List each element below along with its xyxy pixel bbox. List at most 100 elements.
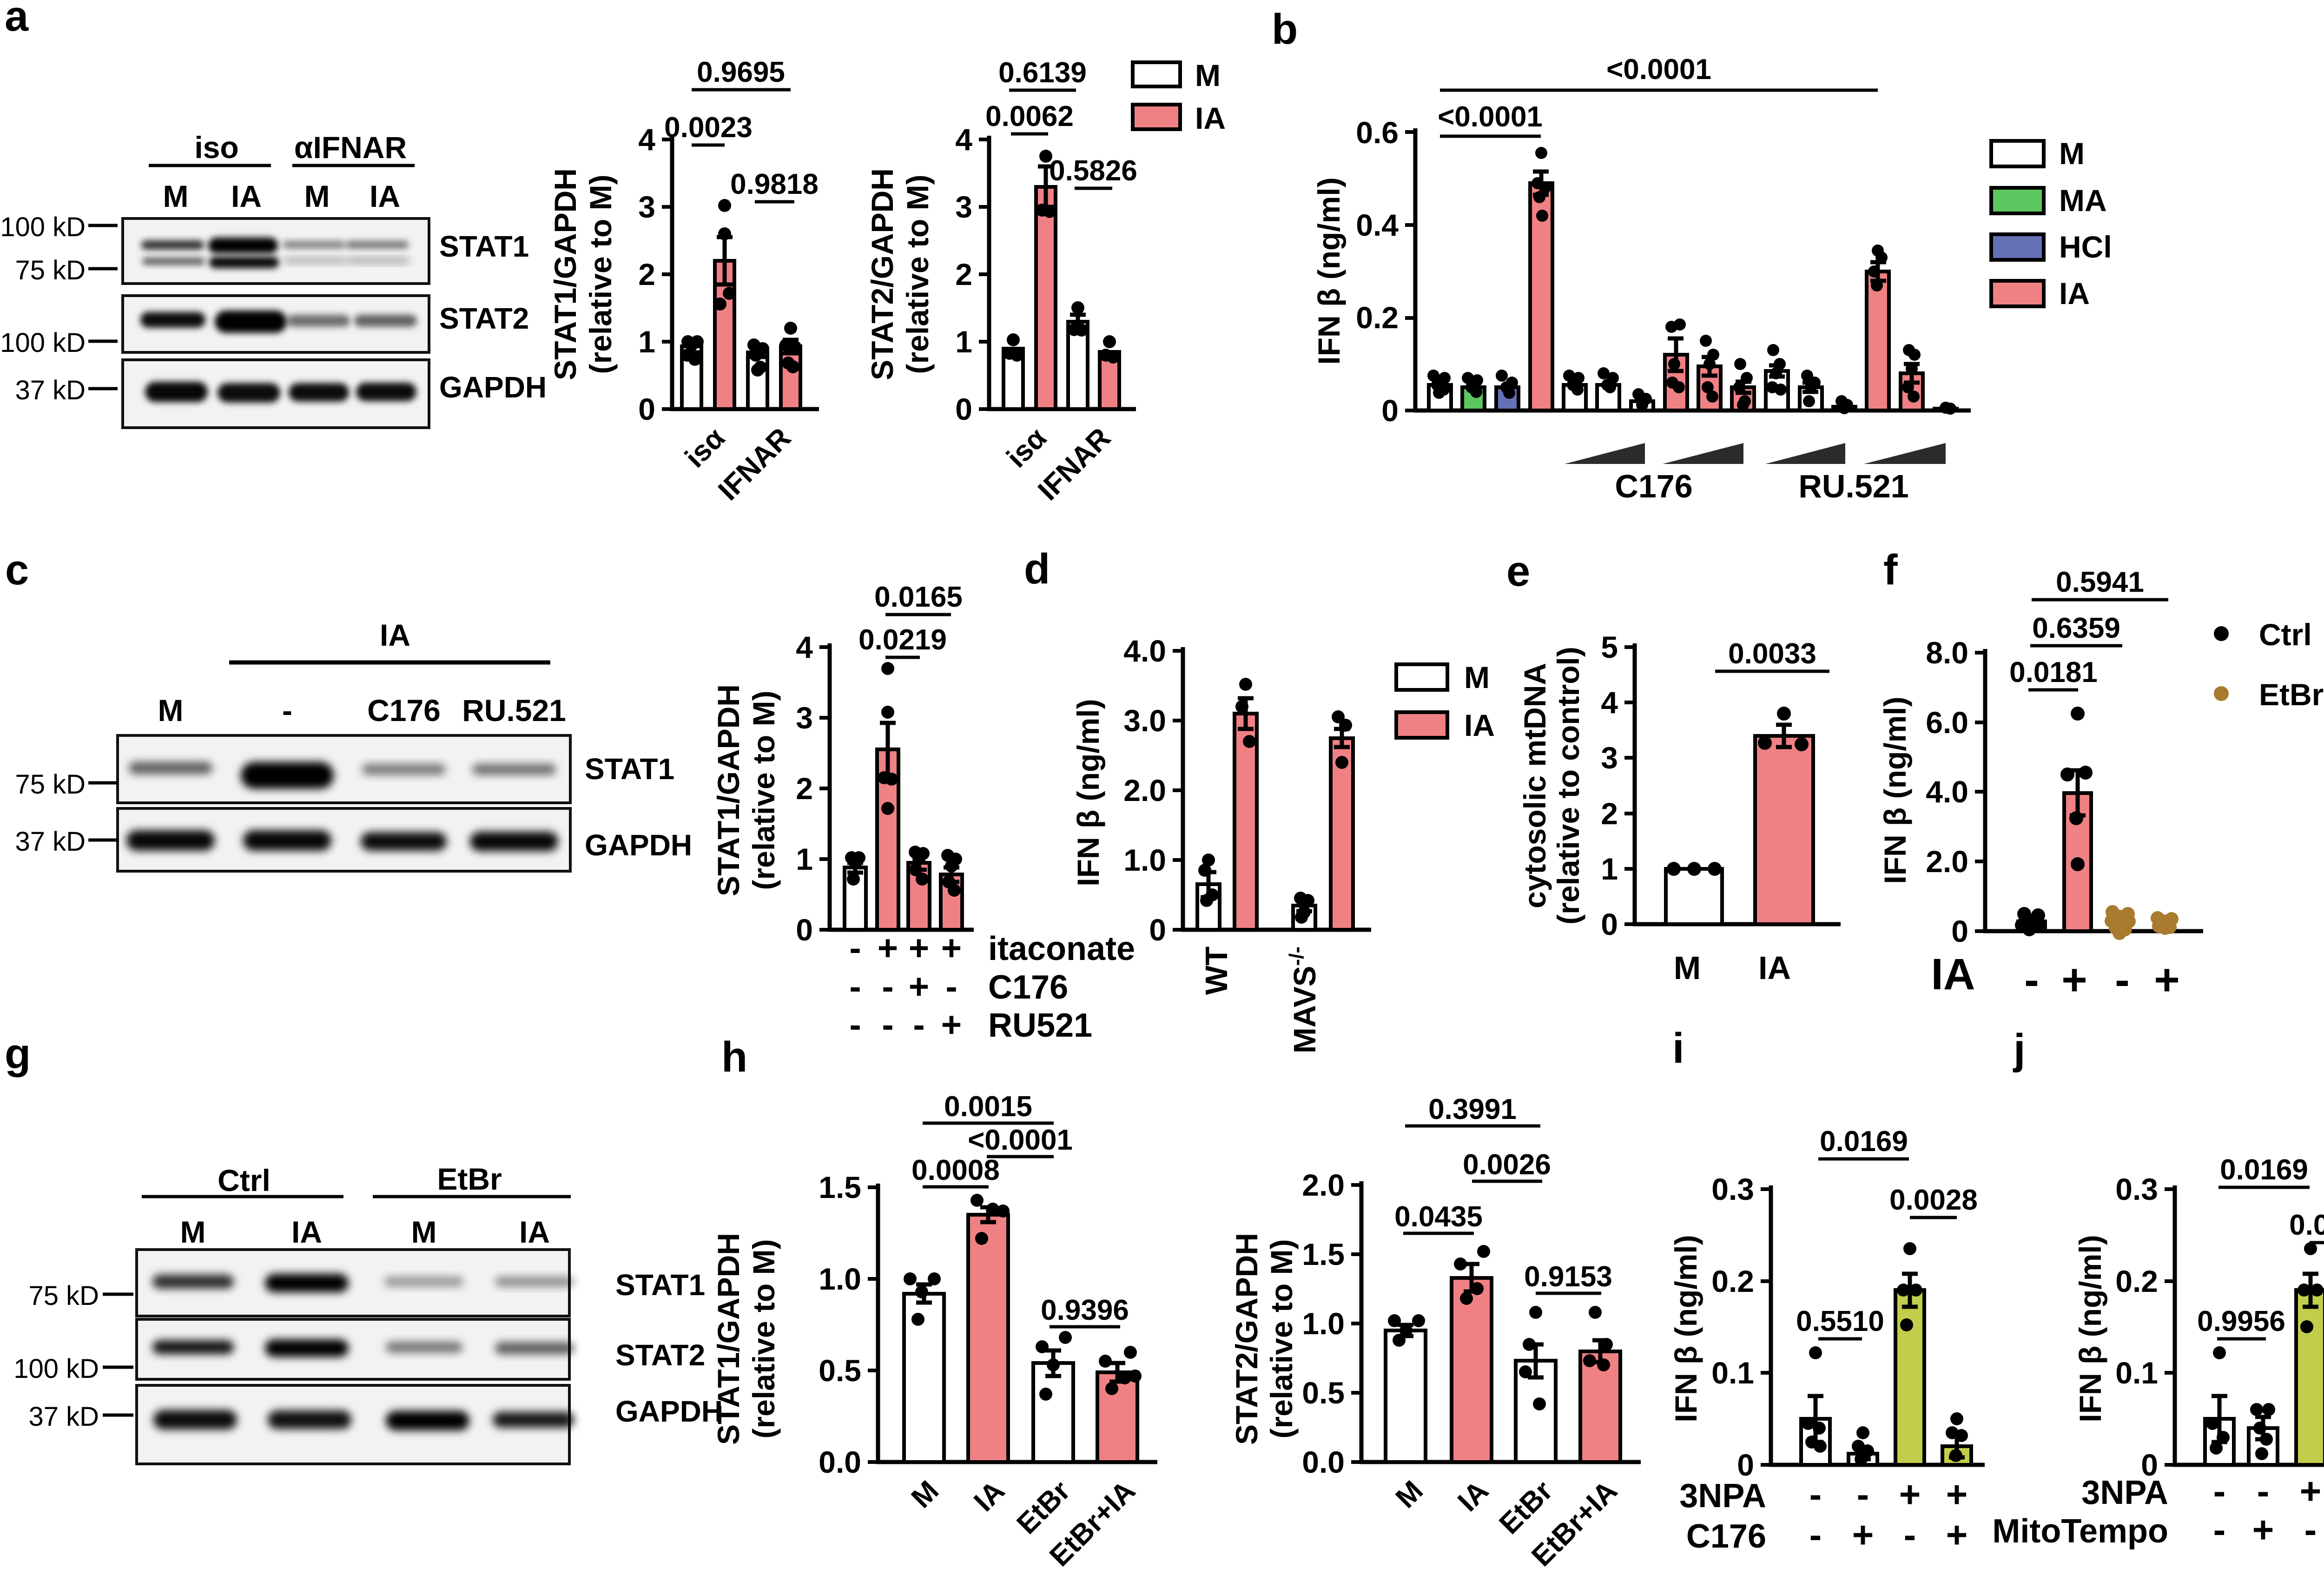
svg-text:0.0491: 0.0491	[2289, 1209, 2324, 1241]
svg-text:0.0015: 0.0015	[944, 1091, 1032, 1123]
svg-text:-: -	[2213, 1509, 2226, 1550]
svg-text:37 kD: 37 kD	[28, 1402, 99, 1432]
svg-text:+: +	[909, 928, 929, 968]
svg-text:-: -	[849, 1005, 861, 1045]
svg-text:4.0: 4.0	[1926, 774, 1968, 809]
svg-text:IA: IA	[231, 179, 262, 213]
svg-text:2.0: 2.0	[1302, 1168, 1345, 1202]
svg-text:M: M	[1674, 950, 1701, 986]
svg-text:-: -	[1904, 1514, 1916, 1555]
svg-text:M: M	[180, 1215, 206, 1249]
svg-text:iso: iso	[194, 130, 238, 165]
svg-text:+: +	[909, 967, 929, 1006]
svg-text:1: 1	[796, 842, 813, 876]
svg-text:2.0: 2.0	[1926, 844, 1968, 879]
svg-text:3: 3	[638, 190, 655, 224]
svg-text:4: 4	[638, 122, 655, 157]
svg-text:0: 0	[1737, 1448, 1754, 1482]
svg-text:0.5826: 0.5826	[1049, 155, 1137, 187]
svg-text:STAT2/GAPDH: STAT2/GAPDH	[1229, 1233, 1264, 1445]
svg-text:IA: IA	[1758, 950, 1791, 986]
svg-text:0.2: 0.2	[1356, 300, 1399, 335]
svg-text:0.4: 0.4	[1356, 208, 1399, 242]
svg-text:1: 1	[638, 324, 655, 359]
svg-text:0.2: 0.2	[1711, 1264, 1754, 1298]
svg-text:M: M	[411, 1215, 437, 1249]
svg-text:0.1: 0.1	[2115, 1356, 2158, 1390]
svg-text:STAT1/GAPDH: STAT1/GAPDH	[711, 1233, 746, 1445]
svg-text:IFN β (ng/ml): IFN β (ng/ml)	[1878, 696, 1912, 884]
svg-text:<0.0001: <0.0001	[1438, 101, 1543, 133]
svg-text:3: 3	[796, 701, 813, 735]
svg-text:3: 3	[1601, 741, 1618, 775]
svg-text:RU.521: RU.521	[462, 693, 566, 728]
svg-text:4: 4	[955, 122, 972, 157]
svg-text:0.5941: 0.5941	[2056, 566, 2144, 598]
svg-text:(relative to M): (relative to M)	[583, 174, 618, 374]
svg-text:0.0028: 0.0028	[1889, 1184, 1978, 1216]
svg-text:C176: C176	[1615, 468, 1692, 504]
svg-text:37 kD: 37 kD	[15, 827, 86, 857]
svg-text:a: a	[5, 0, 29, 40]
svg-text:M: M	[1464, 660, 1490, 695]
svg-text:0.5: 0.5	[819, 1353, 861, 1388]
svg-text:-: -	[882, 1005, 893, 1045]
svg-text:IA: IA	[370, 179, 400, 213]
svg-text:(relative to M): (relative to M)	[746, 1239, 781, 1438]
svg-text:+: +	[2252, 1509, 2274, 1550]
svg-text:-: -	[1857, 1474, 1869, 1515]
svg-text:STAT1/GAPDH: STAT1/GAPDH	[711, 684, 746, 896]
svg-text:IFN β (ng/ml): IFN β (ng/ml)	[1312, 177, 1346, 364]
svg-text:-: -	[913, 1005, 924, 1045]
svg-text:4.0: 4.0	[1123, 634, 1166, 668]
svg-text:0.0026: 0.0026	[1463, 1149, 1551, 1181]
svg-text:0.1: 0.1	[1711, 1356, 1754, 1390]
svg-text:75 kD: 75 kD	[15, 769, 86, 800]
svg-text:1.0: 1.0	[1123, 843, 1166, 877]
svg-text:0.0023: 0.0023	[664, 112, 753, 144]
svg-text:GAPDH: GAPDH	[615, 1395, 723, 1428]
svg-text:-: -	[1809, 1474, 1822, 1515]
svg-text:IFN β (ng/ml): IFN β (ng/ml)	[1669, 1235, 1703, 1422]
svg-text:-: -	[849, 928, 861, 968]
svg-text:(relative to M): (relative to M)	[746, 690, 781, 890]
svg-text:d: d	[1024, 545, 1050, 593]
svg-text:-: -	[2304, 1509, 2317, 1550]
svg-text:0: 0	[1149, 913, 1166, 947]
svg-text:2: 2	[1601, 796, 1618, 831]
svg-text:-: -	[945, 967, 957, 1006]
svg-text:STAT1/GAPDH: STAT1/GAPDH	[548, 168, 582, 380]
svg-text:8.0: 8.0	[1926, 635, 1968, 670]
svg-text:3.0: 3.0	[1123, 703, 1166, 738]
svg-text:C176: C176	[1686, 1518, 1766, 1555]
svg-text:0.0062: 0.0062	[985, 100, 1074, 132]
svg-text:0.5: 0.5	[1302, 1376, 1345, 1410]
svg-text:3NPA: 3NPA	[1679, 1477, 1766, 1515]
svg-text:100 kD: 100 kD	[0, 328, 86, 358]
svg-text:0.3: 0.3	[1711, 1172, 1754, 1206]
svg-text:STAT1: STAT1	[585, 752, 674, 786]
svg-text:Ctrl: Ctrl	[218, 1163, 271, 1198]
svg-text:0: 0	[1381, 393, 1399, 428]
svg-text:RU.521: RU.521	[1798, 468, 1908, 504]
svg-text:0.0033: 0.0033	[1728, 638, 1816, 670]
svg-text:1.0: 1.0	[1302, 1306, 1345, 1341]
svg-text:WT: WT	[1199, 946, 1234, 995]
svg-text:1: 1	[1601, 852, 1618, 886]
svg-text:0.0435: 0.0435	[1394, 1201, 1483, 1233]
svg-text:-: -	[882, 967, 893, 1006]
svg-text:M: M	[158, 693, 184, 728]
svg-text:C176: C176	[367, 693, 441, 728]
svg-text:0.9153: 0.9153	[1524, 1261, 1612, 1293]
svg-text:4: 4	[796, 630, 813, 664]
svg-text:STAT1: STAT1	[615, 1268, 705, 1302]
svg-text:0.9396: 0.9396	[1041, 1294, 1129, 1326]
svg-text:HCl: HCl	[2059, 230, 2112, 264]
svg-text:6.0: 6.0	[1926, 705, 1968, 740]
svg-text:-: -	[1809, 1514, 1822, 1555]
svg-text:1.0: 1.0	[819, 1262, 861, 1296]
svg-text:M: M	[163, 179, 189, 213]
svg-text:MitoTempo: MitoTempo	[1992, 1513, 2168, 1550]
svg-text:+: +	[1946, 1474, 1968, 1515]
svg-text:0.2: 0.2	[2115, 1264, 2158, 1298]
